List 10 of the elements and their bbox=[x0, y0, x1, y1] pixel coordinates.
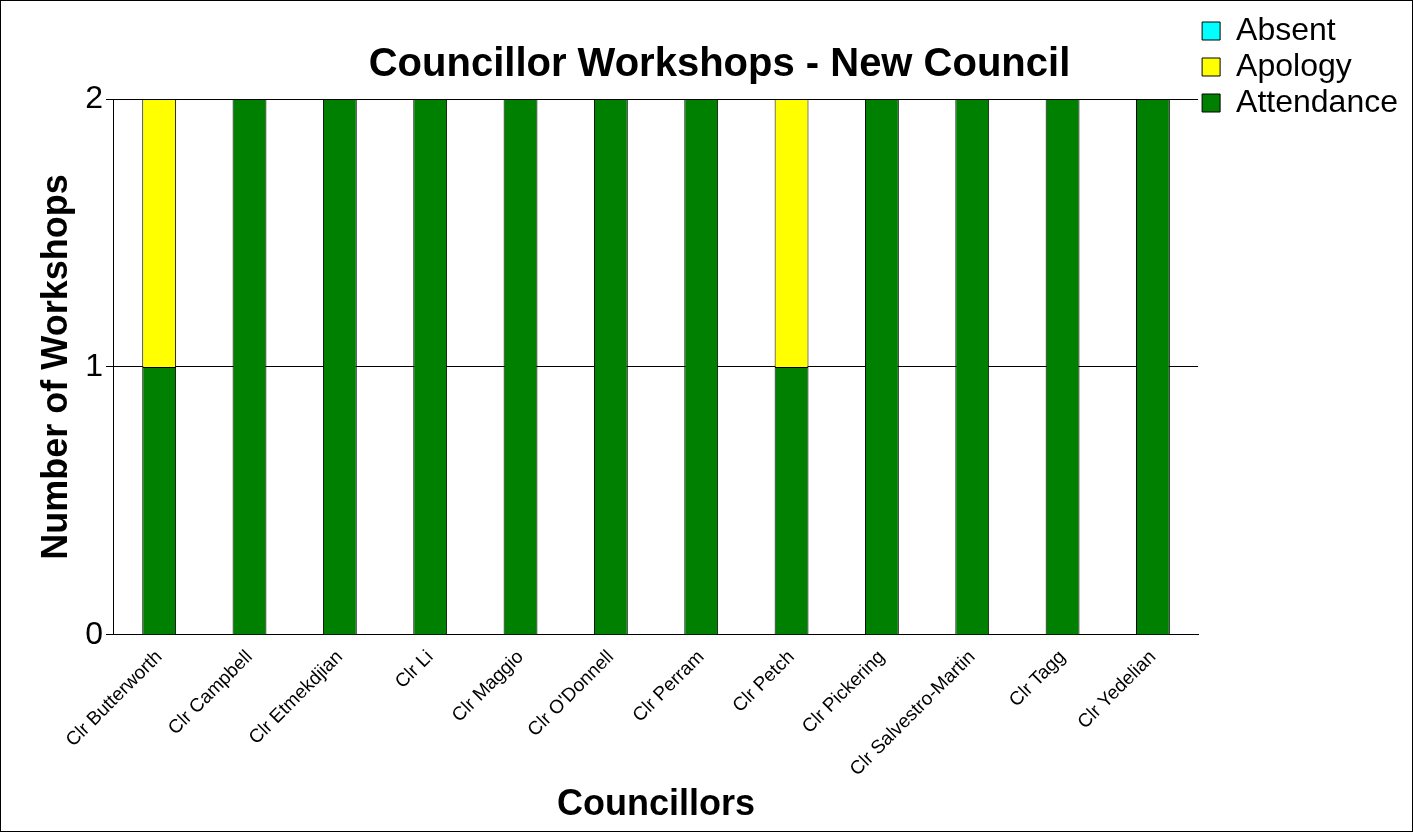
chart-title: Councillor Workshops - New Council bbox=[368, 40, 1071, 85]
y-axis-title: Number of Workshops bbox=[33, 174, 75, 560]
y-tick-label: 0 bbox=[85, 614, 103, 651]
x-tick-label: Clr Li bbox=[390, 645, 437, 692]
x-axis-title: Councillors bbox=[557, 782, 756, 824]
legend-label: Absent bbox=[1236, 10, 1336, 47]
legend-label: Apology bbox=[1236, 46, 1352, 83]
legend-label: Attendance bbox=[1236, 82, 1398, 119]
y-tick-label: 2 bbox=[85, 78, 103, 115]
y-tick-label: 1 bbox=[85, 346, 103, 383]
